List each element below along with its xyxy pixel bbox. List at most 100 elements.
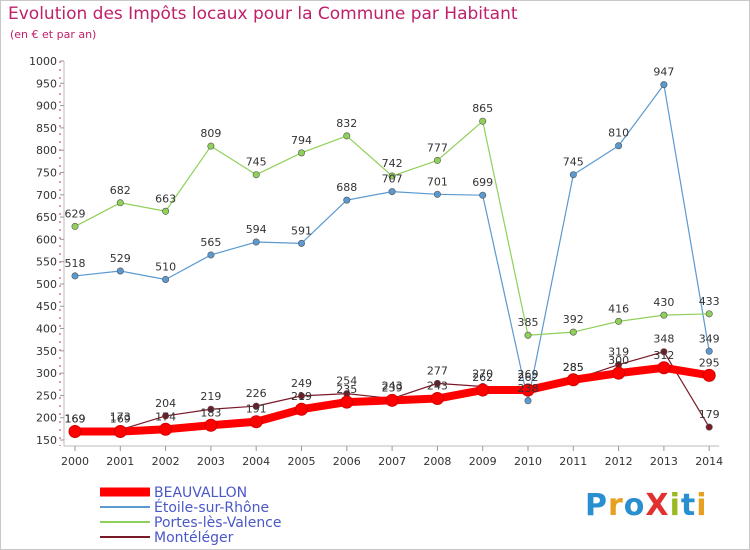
x-tick-label: 2002 (152, 455, 180, 468)
data-point (524, 331, 532, 339)
x-tick-label: 2004 (242, 455, 270, 468)
data-label: 226 (246, 387, 267, 400)
data-point (297, 149, 305, 157)
data-point (207, 405, 215, 413)
y-tick-label: 900 (36, 100, 57, 113)
data-point (566, 373, 580, 387)
data-point (297, 392, 305, 400)
data-label: 295 (699, 356, 720, 369)
data-label: 243 (427, 380, 448, 393)
data-label: 392 (563, 313, 584, 326)
data-label: 173 (110, 411, 131, 424)
x-tick-label: 2010 (514, 455, 542, 468)
data-point (705, 310, 713, 318)
y-tick-label: 200 (36, 412, 57, 425)
y-tick-label: 350 (36, 345, 57, 358)
data-point (295, 402, 308, 416)
data-label: 865 (472, 102, 493, 115)
data-point (433, 379, 441, 387)
data-point (343, 132, 351, 140)
data-point (71, 272, 79, 280)
data-label: 239 (382, 381, 403, 394)
data-point (162, 207, 170, 215)
data-point (705, 347, 713, 355)
data-label: 238 (518, 382, 539, 395)
data-label: 810 (608, 127, 629, 140)
y-tick-label: 800 (36, 144, 57, 157)
y-tick-label: 850 (36, 122, 57, 135)
data-label: 348 (653, 333, 674, 346)
data-label: 285 (563, 361, 584, 374)
data-label: 510 (155, 260, 176, 273)
data-label: 430 (653, 296, 674, 309)
logo-letter: P (585, 488, 608, 523)
legend-label: BEAUVALLON (154, 485, 247, 501)
logo-letter: i (669, 488, 681, 523)
x-tick-label: 2000 (61, 455, 89, 468)
data-point (476, 383, 490, 397)
y-tick-label: 400 (36, 323, 57, 336)
data-point (430, 392, 444, 406)
data-label: 349 (699, 332, 720, 345)
data-label: 707 (382, 173, 403, 186)
data-label: 169 (65, 413, 86, 426)
data-label: 745 (563, 156, 584, 169)
data-label: 794 (291, 134, 312, 147)
data-label: 183 (200, 406, 221, 419)
data-label: 235 (336, 383, 357, 396)
logo-letter: t (680, 488, 697, 523)
data-point (207, 142, 215, 150)
x-tick-label: 2012 (605, 455, 633, 468)
y-tick-label: 250 (36, 389, 57, 402)
data-point (385, 393, 399, 407)
data-label: 270 (472, 367, 493, 380)
data-point (162, 412, 170, 420)
data-point (615, 142, 623, 150)
data-label: 312 (653, 349, 674, 362)
x-tick-label: 2007 (378, 455, 406, 468)
x-tick-label: 2011 (559, 455, 587, 468)
x-tick-label: 2005 (288, 455, 316, 468)
logo-letter: X (645, 488, 670, 523)
data-label: 285 (563, 361, 584, 374)
data-label: 565 (200, 236, 221, 249)
data-point (388, 188, 396, 196)
chart-subtitle: (en € et par an) (10, 28, 97, 41)
data-label: 319 (608, 346, 629, 359)
data-label: 663 (155, 192, 176, 205)
data-label: 243 (382, 380, 403, 393)
data-label: 191 (246, 403, 267, 416)
y-tick-label: 750 (36, 166, 57, 179)
data-label: 518 (65, 257, 86, 270)
data-label: 777 (427, 141, 448, 154)
data-point (252, 171, 260, 179)
data-point (204, 418, 218, 432)
data-label: 742 (382, 157, 403, 170)
data-label: 219 (200, 390, 221, 403)
data-label: 701 (427, 175, 448, 188)
data-point (340, 395, 354, 409)
y-tick-label: 550 (36, 256, 57, 269)
data-label: 809 (200, 127, 221, 140)
x-tick-label: 2003 (197, 455, 225, 468)
data-point (433, 190, 441, 198)
data-point (388, 172, 396, 180)
logo-letter: i (696, 488, 708, 523)
legend-label: Étoile-sur-Rhône (154, 499, 269, 516)
y-tick-label: 450 (36, 300, 57, 313)
data-label: 591 (291, 224, 312, 237)
data-label: 277 (427, 364, 448, 377)
proxiti-logo: ProXiti (585, 488, 708, 523)
data-label: 300 (608, 354, 629, 367)
data-label: 269 (518, 368, 539, 381)
data-point (479, 191, 487, 199)
data-label: 254 (336, 375, 357, 388)
y-tick-label: 150 (36, 434, 57, 447)
data-point (660, 81, 668, 89)
data-label: 682 (110, 184, 131, 197)
data-label: 594 (246, 223, 267, 236)
data-label: 385 (518, 316, 539, 329)
data-point (68, 425, 82, 439)
